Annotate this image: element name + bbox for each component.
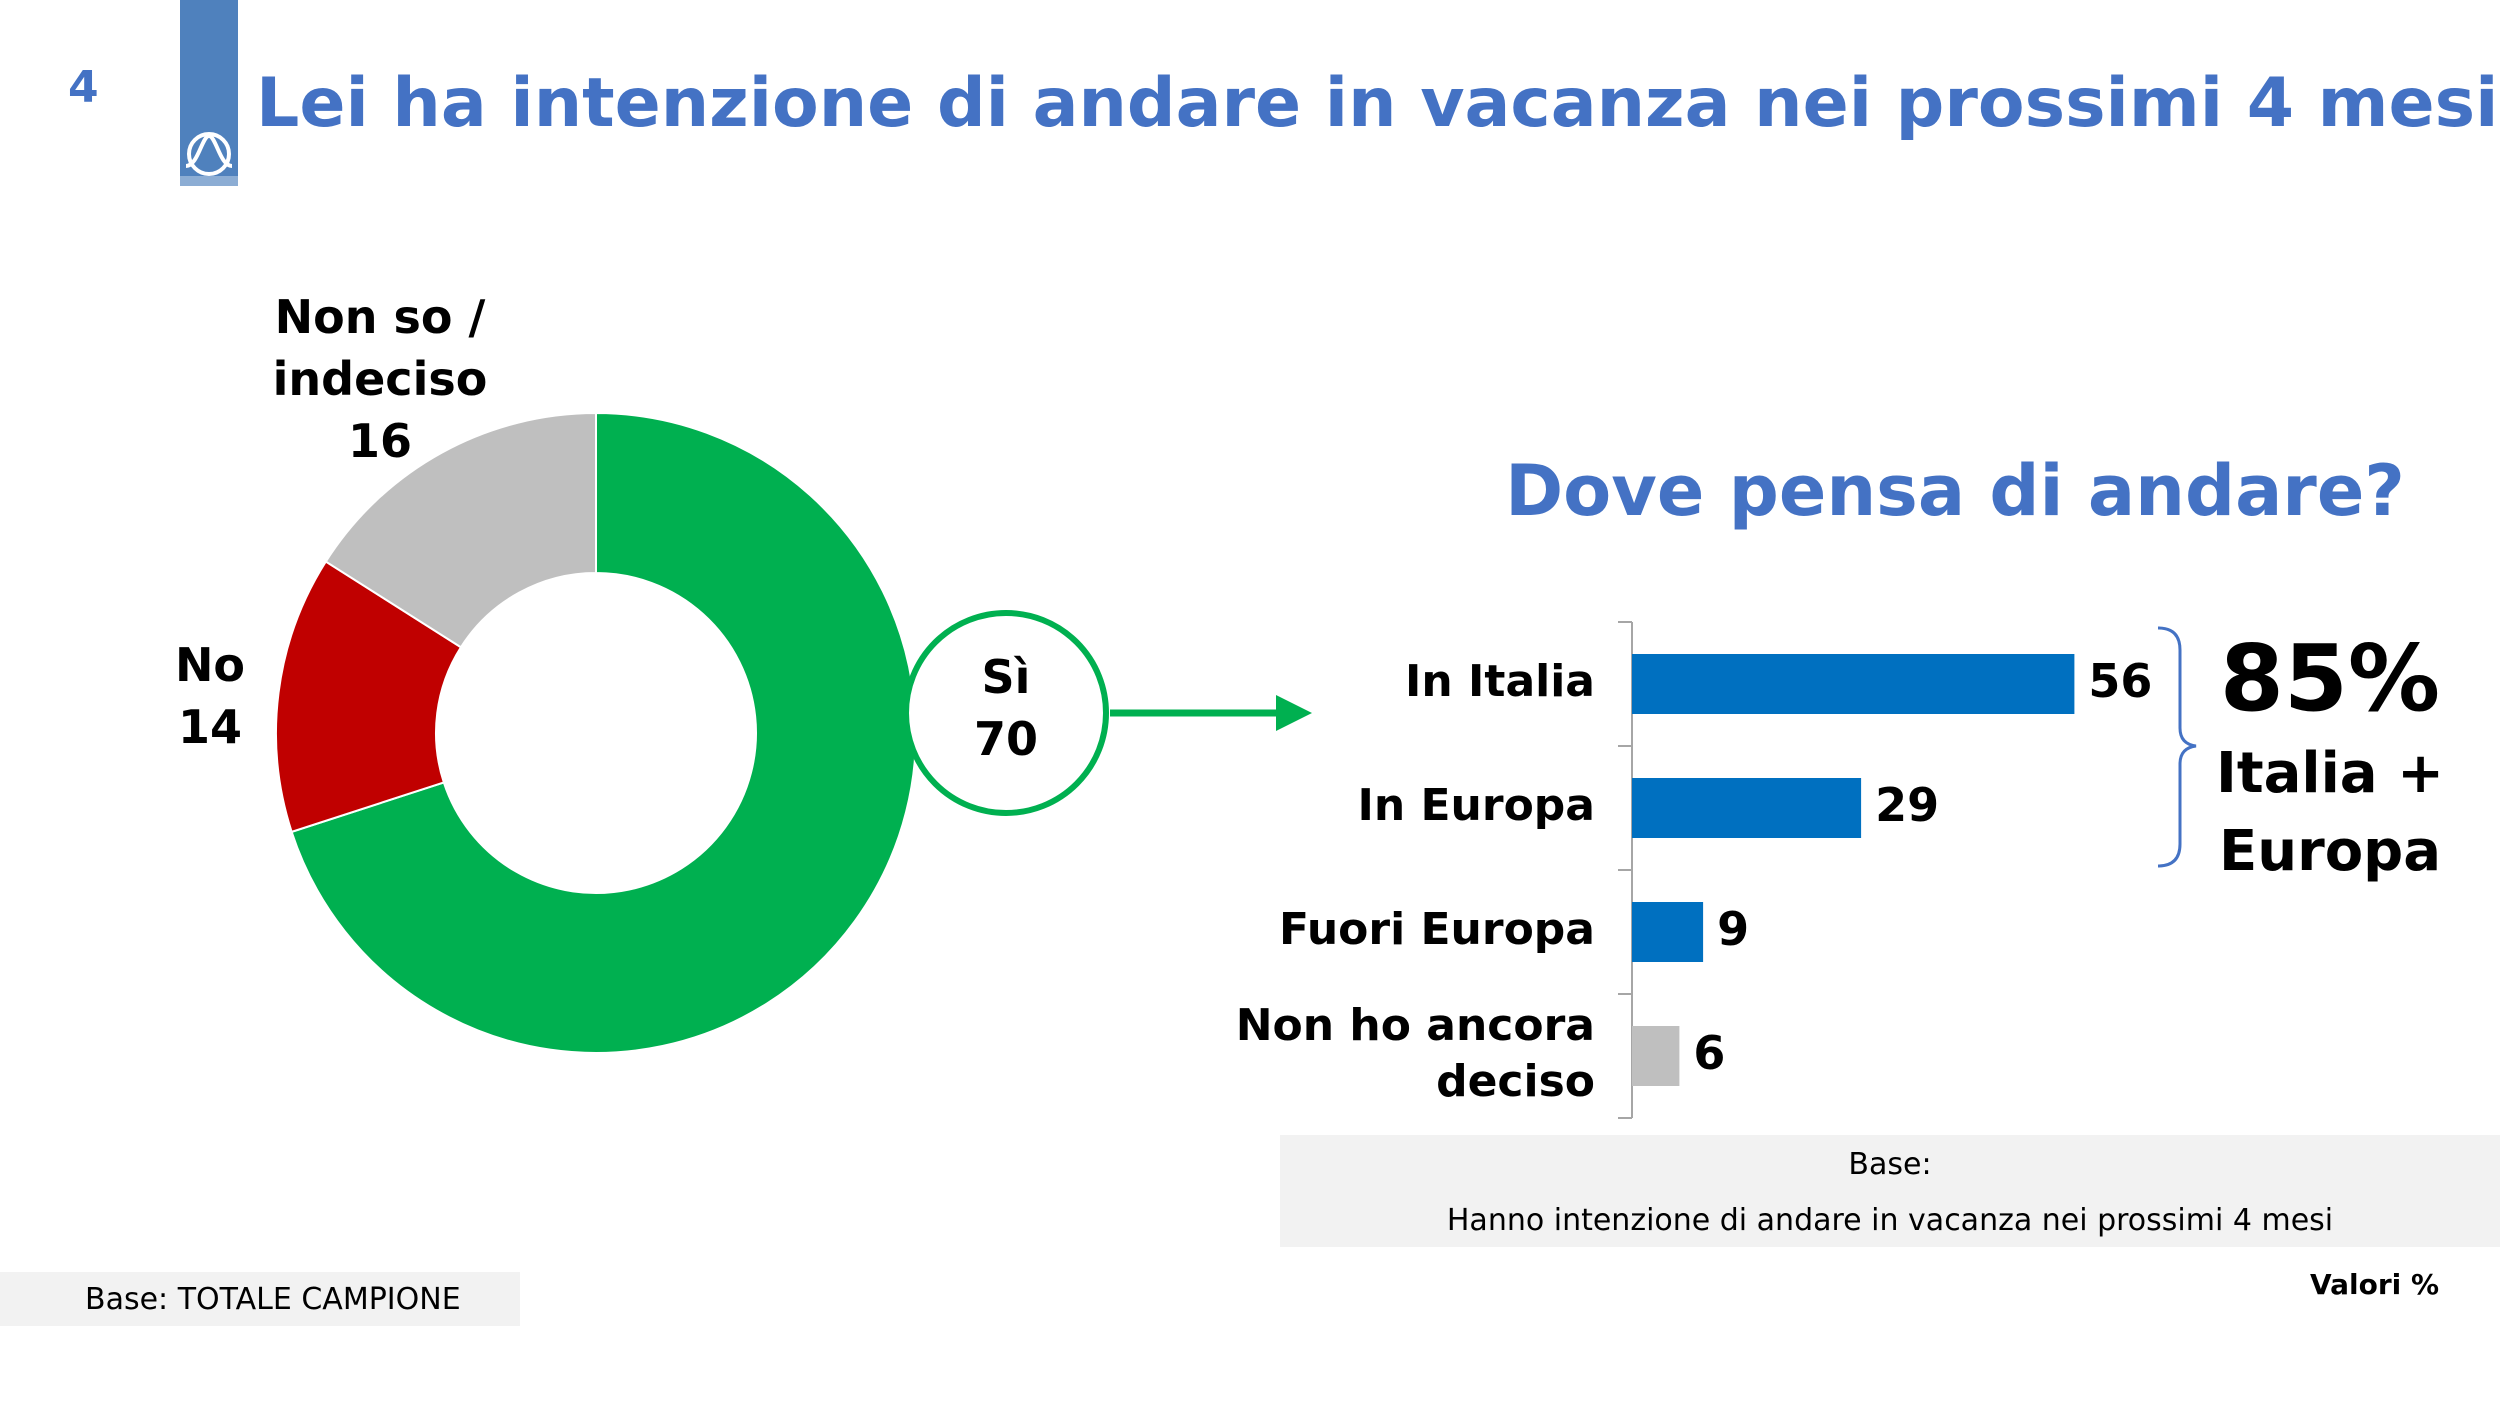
page-title: Lei ha intenzione di andare in vacanza n… xyxy=(256,64,2500,143)
donut-label-yes-value: 70 xyxy=(973,712,1038,766)
bar-1 xyxy=(1632,654,2075,714)
donut-slice-yes xyxy=(290,411,917,1054)
bar-category-label: In Europa xyxy=(1357,780,1595,831)
callout-brace xyxy=(2157,626,2197,868)
donut-slice-undecided xyxy=(324,411,597,649)
bar-category-label: Fuori Europa xyxy=(1278,904,1595,955)
donut-slice-no xyxy=(275,560,463,834)
donut-label-undecided-name-2: indeciso xyxy=(272,352,488,406)
donut-label-no: No 14 xyxy=(150,634,270,758)
logo-icon xyxy=(180,132,238,186)
donut-label-yes: Sì 70 xyxy=(936,646,1076,770)
bar-value-label: 6 xyxy=(1693,1026,1726,1080)
yes-callout-circle xyxy=(903,610,1109,816)
yes-arrow-head xyxy=(1276,695,1312,731)
bar-3 xyxy=(1632,902,1704,962)
bar-value-label: 56 xyxy=(2088,654,2153,708)
slide-number: 4 xyxy=(68,62,99,113)
donut-label-undecided-name-1: Non so / xyxy=(274,290,486,344)
donut-label-no-value: 14 xyxy=(177,700,242,754)
base-left-text: Base: TOTALE CAMPIONE xyxy=(85,1282,461,1317)
callout-text-line-2: Europa xyxy=(2218,819,2442,884)
bar-value-label: 9 xyxy=(1717,902,1750,956)
bar-4 xyxy=(1632,1026,1680,1086)
title-accent-bar xyxy=(180,0,238,186)
callout-text-line-1: Italia + xyxy=(2216,741,2444,806)
base-note-left: Base: TOTALE CAMPIONE xyxy=(0,1272,520,1326)
callout-value: 85% xyxy=(2219,625,2441,732)
units-note: Valori % xyxy=(2310,1268,2440,1301)
donut-label-undecided-value: 16 xyxy=(347,414,412,468)
donut-label-undecided: Non so / indeciso 16 xyxy=(240,286,520,472)
base-right-label: Base: xyxy=(1848,1147,1932,1182)
bar-category-label: In Italia xyxy=(1405,656,1595,707)
base-note-right: Base: Hanno intenzione di andare in vaca… xyxy=(1280,1135,2500,1247)
donut-label-yes-name: Sì xyxy=(981,650,1031,704)
callout-text: Italia + Europa xyxy=(2180,735,2480,891)
bar-2 xyxy=(1632,778,1862,838)
bar-value-label: 29 xyxy=(1875,778,1940,832)
bar-category-label: Non ho ancora deciso xyxy=(1235,1000,1595,1107)
bar-chart-title: Dove pensa di andare? xyxy=(1505,450,2405,532)
donut-label-no-name: No xyxy=(174,638,246,692)
base-right-text: Hanno intenzione di andare in vacanza ne… xyxy=(1446,1203,2334,1238)
